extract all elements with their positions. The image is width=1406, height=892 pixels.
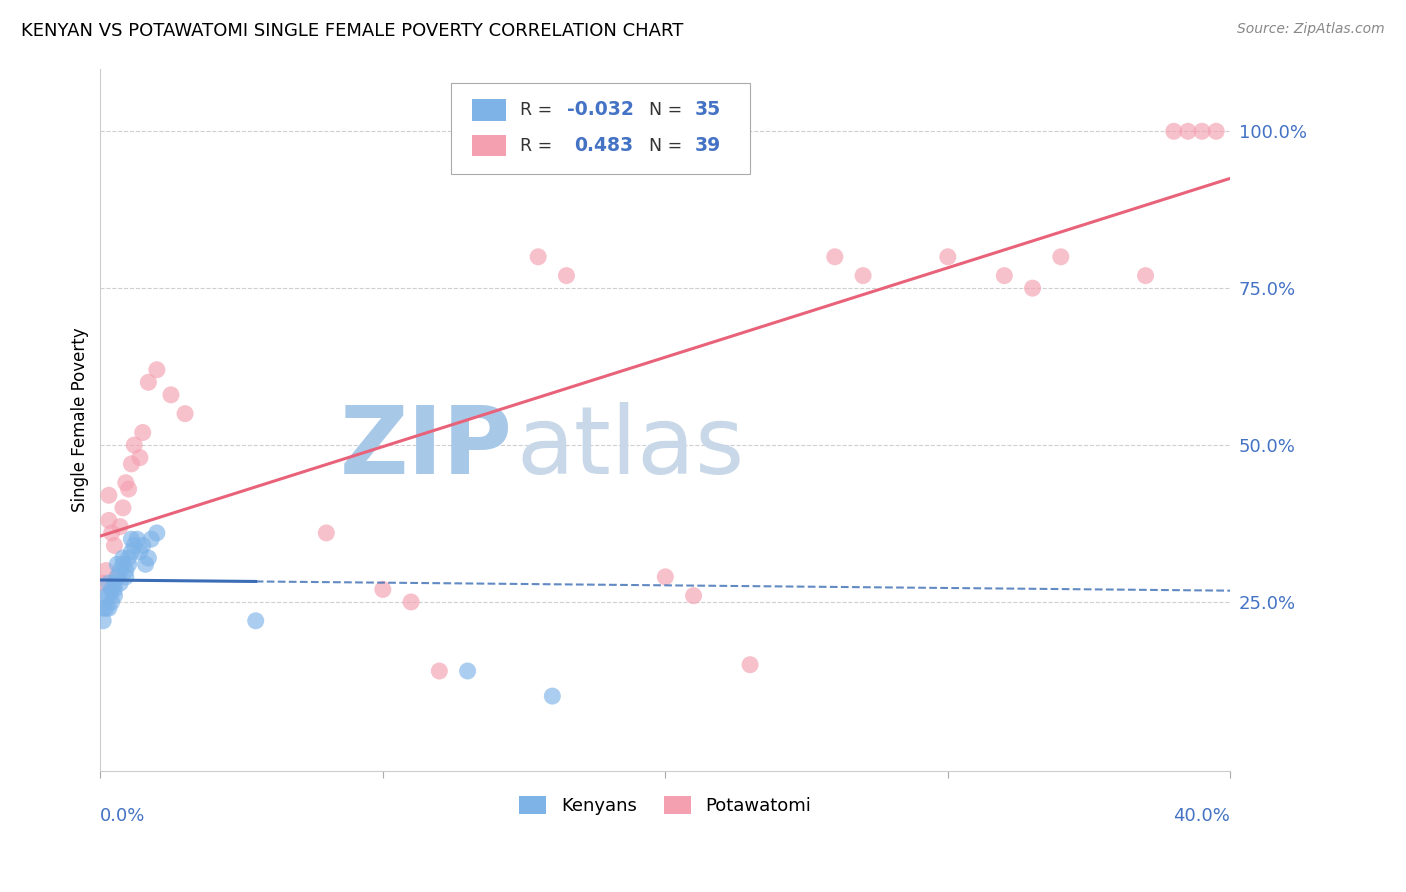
Point: [1135, 268, 1157, 283]
Point: [122, 438, 145, 452]
Point: [103, 576, 125, 591]
Point: [852, 268, 875, 283]
Point: [125, 532, 148, 546]
Point: [97, 513, 120, 527]
Bar: [472, 99, 506, 120]
Point: [457, 664, 479, 678]
Point: [936, 250, 959, 264]
FancyBboxPatch shape: [451, 83, 749, 174]
Point: [654, 570, 676, 584]
Point: [97, 601, 120, 615]
Point: [114, 564, 136, 578]
Point: [94, 589, 117, 603]
Y-axis label: Single Female Poverty: Single Female Poverty: [72, 327, 89, 512]
Point: [129, 545, 152, 559]
Text: -0.032: -0.032: [567, 101, 634, 120]
Point: [103, 539, 125, 553]
Point: [91, 614, 114, 628]
Legend: Kenyans, Potawatomi: Kenyans, Potawatomi: [512, 789, 818, 822]
Point: [427, 664, 450, 678]
Point: [97, 589, 120, 603]
Point: [100, 595, 122, 609]
Point: [824, 250, 846, 264]
Point: [120, 532, 142, 546]
Point: [160, 388, 183, 402]
Point: [108, 564, 131, 578]
Point: [315, 525, 337, 540]
Text: 0.483: 0.483: [574, 136, 633, 155]
Text: R =: R =: [520, 101, 557, 119]
Point: [1177, 124, 1199, 138]
Text: N =: N =: [638, 136, 688, 155]
Point: [120, 545, 142, 559]
Point: [117, 551, 139, 566]
Point: [103, 589, 125, 603]
Text: atlas: atlas: [516, 402, 744, 494]
Point: [541, 689, 564, 703]
Point: [100, 525, 122, 540]
Point: [108, 519, 131, 533]
Point: [399, 595, 422, 609]
Text: 39: 39: [695, 136, 721, 155]
Text: 40.0%: 40.0%: [1174, 806, 1230, 824]
Point: [111, 558, 134, 572]
Point: [97, 488, 120, 502]
Point: [111, 500, 134, 515]
Point: [1191, 124, 1213, 138]
Point: [1021, 281, 1043, 295]
Point: [105, 570, 128, 584]
Point: [108, 576, 131, 591]
Point: [146, 525, 169, 540]
Text: ZIP: ZIP: [340, 402, 513, 494]
Point: [94, 601, 117, 615]
Point: [132, 425, 155, 440]
Point: [738, 657, 761, 672]
Point: [527, 250, 550, 264]
Point: [105, 558, 128, 572]
Point: [117, 482, 139, 496]
Point: [245, 614, 267, 628]
Point: [94, 564, 117, 578]
Point: [100, 582, 122, 597]
Text: 0.0%: 0.0%: [100, 806, 146, 824]
Point: [174, 407, 197, 421]
Point: [1205, 124, 1227, 138]
Point: [1049, 250, 1071, 264]
Point: [111, 551, 134, 566]
Point: [114, 475, 136, 490]
Point: [371, 582, 394, 597]
Point: [117, 558, 139, 572]
Text: KENYAN VS POTAWATOMI SINGLE FEMALE POVERTY CORRELATION CHART: KENYAN VS POTAWATOMI SINGLE FEMALE POVER…: [21, 22, 683, 40]
Point: [682, 589, 704, 603]
Bar: [472, 136, 506, 156]
Point: [114, 570, 136, 584]
Point: [91, 576, 114, 591]
Point: [103, 582, 125, 597]
Point: [97, 576, 120, 591]
Text: Source: ZipAtlas.com: Source: ZipAtlas.com: [1237, 22, 1385, 37]
Point: [141, 532, 163, 546]
Point: [1163, 124, 1185, 138]
Text: 35: 35: [695, 101, 721, 120]
Point: [132, 539, 155, 553]
Point: [105, 570, 128, 584]
Point: [138, 376, 160, 390]
Text: N =: N =: [638, 101, 688, 119]
Point: [146, 363, 169, 377]
Point: [129, 450, 152, 465]
Point: [138, 551, 160, 566]
Point: [122, 539, 145, 553]
Point: [91, 601, 114, 615]
Text: R =: R =: [520, 136, 562, 155]
Point: [120, 457, 142, 471]
Point: [993, 268, 1015, 283]
Point: [135, 558, 157, 572]
Point: [555, 268, 578, 283]
